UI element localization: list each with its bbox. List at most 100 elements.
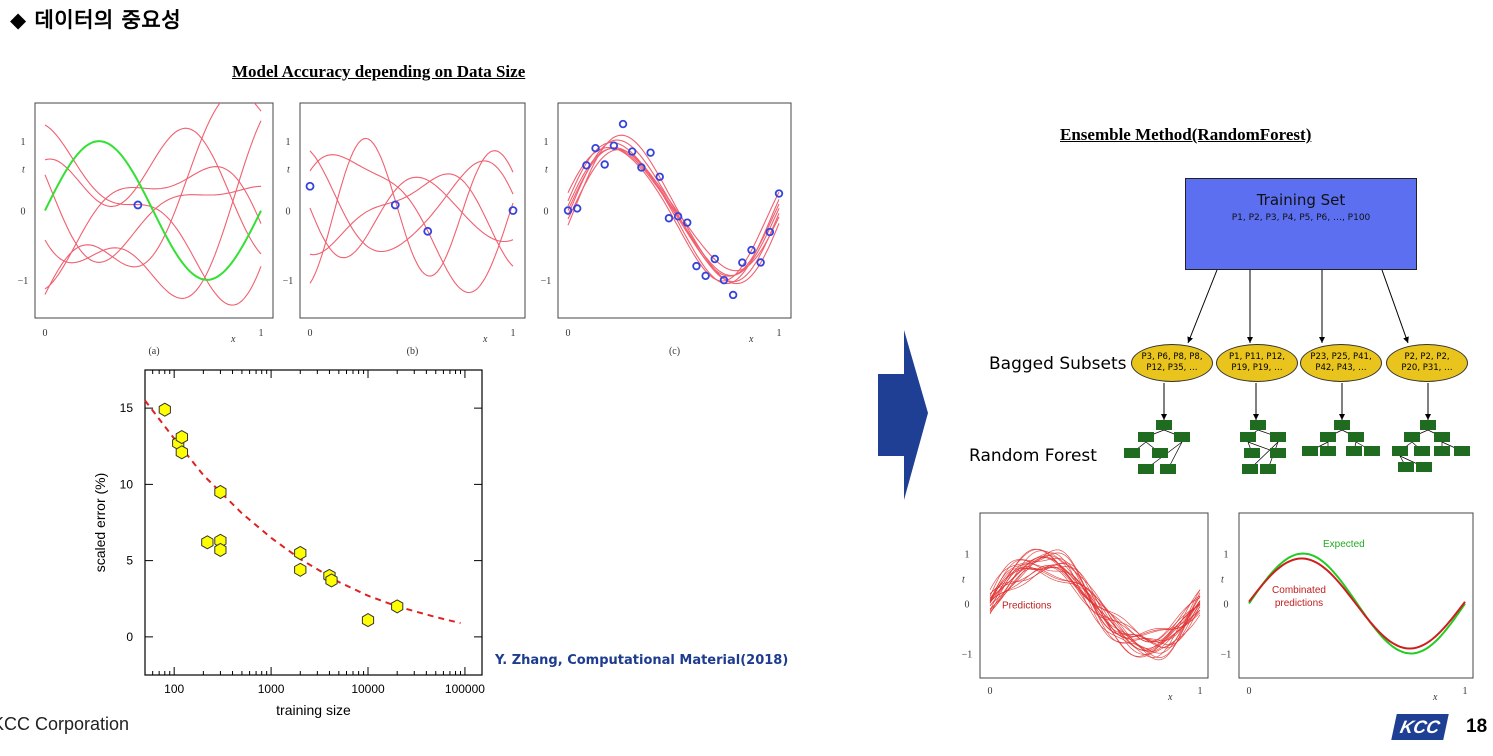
prediction-curve <box>989 566 1201 643</box>
slide-title: ◆ 데이터의 중요성 <box>10 8 182 32</box>
tree-node <box>1160 464 1176 474</box>
fit-curve <box>567 134 780 285</box>
tree-node <box>1454 446 1470 456</box>
prediction-curve <box>989 565 1201 643</box>
data-point <box>609 141 619 150</box>
xtick-label: 1 <box>1198 686 1203 697</box>
data-point <box>618 119 628 129</box>
expected-annotation: Expected <box>1323 539 1365 550</box>
curve-panel: 1 0 −1 t 0 1 x (b) <box>283 102 526 357</box>
panel-frame <box>1238 512 1474 679</box>
tree-node <box>1242 464 1258 474</box>
combined-annotation-line2: predictions <box>1275 598 1323 609</box>
fit-curve <box>309 176 514 259</box>
data-point <box>582 161 591 170</box>
data-point <box>325 573 338 588</box>
data-point <box>756 258 765 267</box>
prediction-curve <box>989 548 1201 658</box>
decision-tree-icon <box>1124 420 1190 474</box>
subset-line1: P1, P11, P12, <box>1229 352 1285 362</box>
prediction-panel: 1 0 −1 t 0 1 x Expected Combinated predictions <box>1221 512 1474 703</box>
data-point <box>591 144 600 153</box>
x-axis-label: x <box>482 334 488 345</box>
panel-curves <box>563 119 784 300</box>
random-forest-label: Random Forest <box>969 446 1097 466</box>
xtick-label: 100000 <box>445 682 485 696</box>
ytick-label: 1 <box>544 137 549 148</box>
data-point <box>175 445 188 460</box>
panel-frame <box>299 102 526 319</box>
prediction-curve <box>989 567 1201 637</box>
fit-curve <box>309 173 514 267</box>
ytick-label: 0 <box>126 630 133 644</box>
expected-curve <box>1248 552 1466 655</box>
citation: Y. Zhang, Computational Material(2018) <box>495 653 789 668</box>
tree-node <box>1404 432 1420 442</box>
tree-node <box>1270 448 1286 458</box>
ytick-label: 1 <box>965 550 970 561</box>
panel-caption: (c) <box>669 346 680 357</box>
ytick-label: 1 <box>286 137 291 148</box>
ytick-label: 0 <box>1224 600 1229 611</box>
xtick-label: 1 <box>777 328 782 339</box>
xtick-label: 0 <box>308 328 313 339</box>
ytick-label: 0 <box>965 600 970 611</box>
ytick-label: 15 <box>120 401 134 415</box>
subset-ellipse: P23, P25, P41, P42, P43, … <box>1300 344 1382 382</box>
data-point <box>214 484 227 500</box>
data-point <box>728 290 738 300</box>
tree-node <box>1302 446 1318 456</box>
subset-ellipse: P3, P6, P8, P8, P12, P35, … <box>1131 344 1213 382</box>
training-set-items: P1, P2, P3, P4, P5, P6, …, P100 <box>1231 213 1371 223</box>
tree-node <box>1270 432 1286 442</box>
data-point <box>201 535 214 550</box>
y-axis-label: t <box>1221 575 1224 586</box>
xtick-label: 0 <box>566 328 571 339</box>
tree-node <box>1346 446 1362 456</box>
data-point <box>673 212 683 221</box>
fit-curve <box>567 147 780 277</box>
data-point <box>646 148 655 157</box>
data-point <box>765 227 775 237</box>
x-axis-label: x <box>1167 692 1173 703</box>
tree-node <box>1260 464 1276 474</box>
subset-line2: P19, P19, … <box>1231 363 1283 373</box>
fit-curve <box>44 120 262 299</box>
data-point <box>774 189 784 198</box>
page-number: 18 <box>1466 716 1488 737</box>
tree-node <box>1138 432 1154 442</box>
forest-diagram <box>1124 269 1470 474</box>
xtick-label: 1 <box>259 328 264 339</box>
ytick-label: −1 <box>18 276 29 287</box>
fit-curve <box>567 141 780 285</box>
decision-tree-icon <box>1302 420 1380 456</box>
fit-curve <box>44 124 262 306</box>
connector-arrow <box>1187 269 1218 344</box>
tree-node <box>1320 446 1336 456</box>
fit-curve <box>309 154 514 294</box>
ytick-label: 0 <box>544 207 549 218</box>
fit-curve <box>567 139 780 283</box>
prediction-panel: 1 0 −1 t 0 1 x Predictions <box>962 512 1209 703</box>
curve-panel: 1 0 −1 t 0 1 x (c) <box>541 102 792 357</box>
panel-caption: (b) <box>407 346 419 357</box>
subset-line2: P20, P31, … <box>1401 363 1453 373</box>
bagged-subsets-label: Bagged Subsets <box>989 354 1127 374</box>
prediction-curve <box>989 552 1201 658</box>
tree-node <box>1334 420 1350 430</box>
tree-node <box>1156 420 1172 430</box>
decision-tree-icon <box>1240 420 1286 474</box>
tree-node <box>1392 446 1408 456</box>
footer-company-text: KCC Corporation <box>0 714 130 734</box>
prediction-curve <box>989 557 1201 654</box>
footer-company: KCC Corporation <box>0 714 129 735</box>
prediction-curve <box>989 556 1201 652</box>
prediction-curve <box>989 556 1201 651</box>
data-point <box>391 599 404 614</box>
fit-curve <box>44 103 262 295</box>
right-figure-title: Ensemble Method(RandomForest) <box>1060 125 1312 144</box>
x-axis-label: x <box>1432 692 1438 703</box>
x-axis-label: x <box>748 334 754 345</box>
data-point <box>175 430 188 445</box>
curve-panel: 1 0 −1 t 0 1 x (a) <box>18 102 274 357</box>
